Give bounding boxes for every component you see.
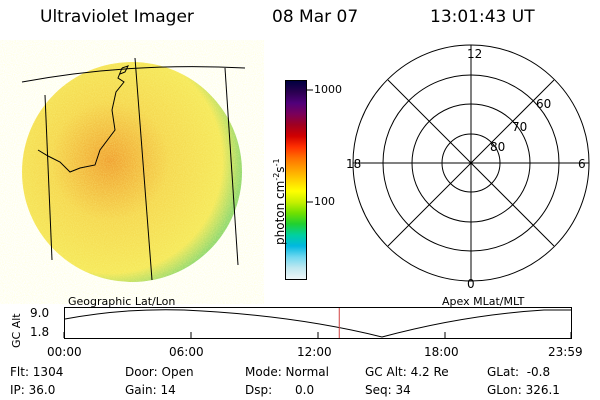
instrument-title: Ultraviolet Imager	[40, 7, 194, 27]
colorbar	[285, 80, 307, 280]
orbit-x-2359: 23:59	[548, 345, 583, 359]
gc-altitude-status: GC Alt: 4.2 Re	[365, 365, 449, 379]
geographic-label: Geographic Lat/Lon	[68, 295, 176, 308]
lat-label-80: 80	[490, 140, 506, 154]
colorbar-tick-100: 100	[314, 195, 335, 208]
colorbar-unit-label: photon cm-2s-1	[272, 158, 287, 245]
polar-plot	[352, 44, 590, 282]
date-label: 08 Mar 07	[272, 7, 359, 27]
time-label: 13:01:43 UT	[430, 7, 535, 27]
latlon-line	[134, 57, 153, 281]
orbit-x-1800: 18:00	[424, 345, 459, 359]
orbit-axis-label: GC Alt	[10, 313, 23, 348]
geo-latitude-status: GLat: -0.8	[487, 365, 551, 379]
door-status: Door: Open	[125, 365, 194, 379]
apex-label: Apex MLat/MLT	[442, 295, 525, 308]
altitude-curve	[64, 309, 571, 338]
orbit-x-0000: 00:00	[47, 345, 82, 359]
colorbar-ticks	[307, 89, 313, 203]
latlon-line	[224, 67, 239, 266]
gain-status: Gain: 14	[125, 383, 176, 397]
lat-label-60: 60	[536, 97, 552, 111]
orbit-x-0600: 06:00	[169, 345, 204, 359]
orbit-y-min: 1.8	[30, 325, 50, 339]
mlt-label-6: 6	[578, 157, 586, 171]
orbit-plot	[63, 307, 572, 339]
dsp-status: Dsp: 0.0	[245, 383, 315, 397]
orbit-x-1200: 12:00	[297, 345, 332, 359]
mlt-label-0: 0	[467, 277, 475, 291]
lat-label-70: 70	[512, 120, 528, 134]
uv-image-map	[21, 57, 246, 282]
colorbar-tick-1000: 1000	[314, 83, 342, 96]
coastline	[37, 65, 129, 173]
flight-status: Flt: 1304	[10, 365, 64, 379]
mlt-label-12: 12	[467, 47, 483, 61]
ip-status: IP: 36.0	[10, 383, 56, 397]
orbit-y-max: 9.0	[30, 306, 50, 320]
latlon-line	[44, 94, 53, 261]
geo-longitude-status: GLon: 326.1	[487, 383, 560, 397]
sequence-status: Seq: 34	[365, 383, 411, 397]
latlon-line	[21, 66, 246, 83]
mlt-label-18: 18	[346, 157, 362, 171]
mode-status: Mode: Normal	[245, 365, 329, 379]
